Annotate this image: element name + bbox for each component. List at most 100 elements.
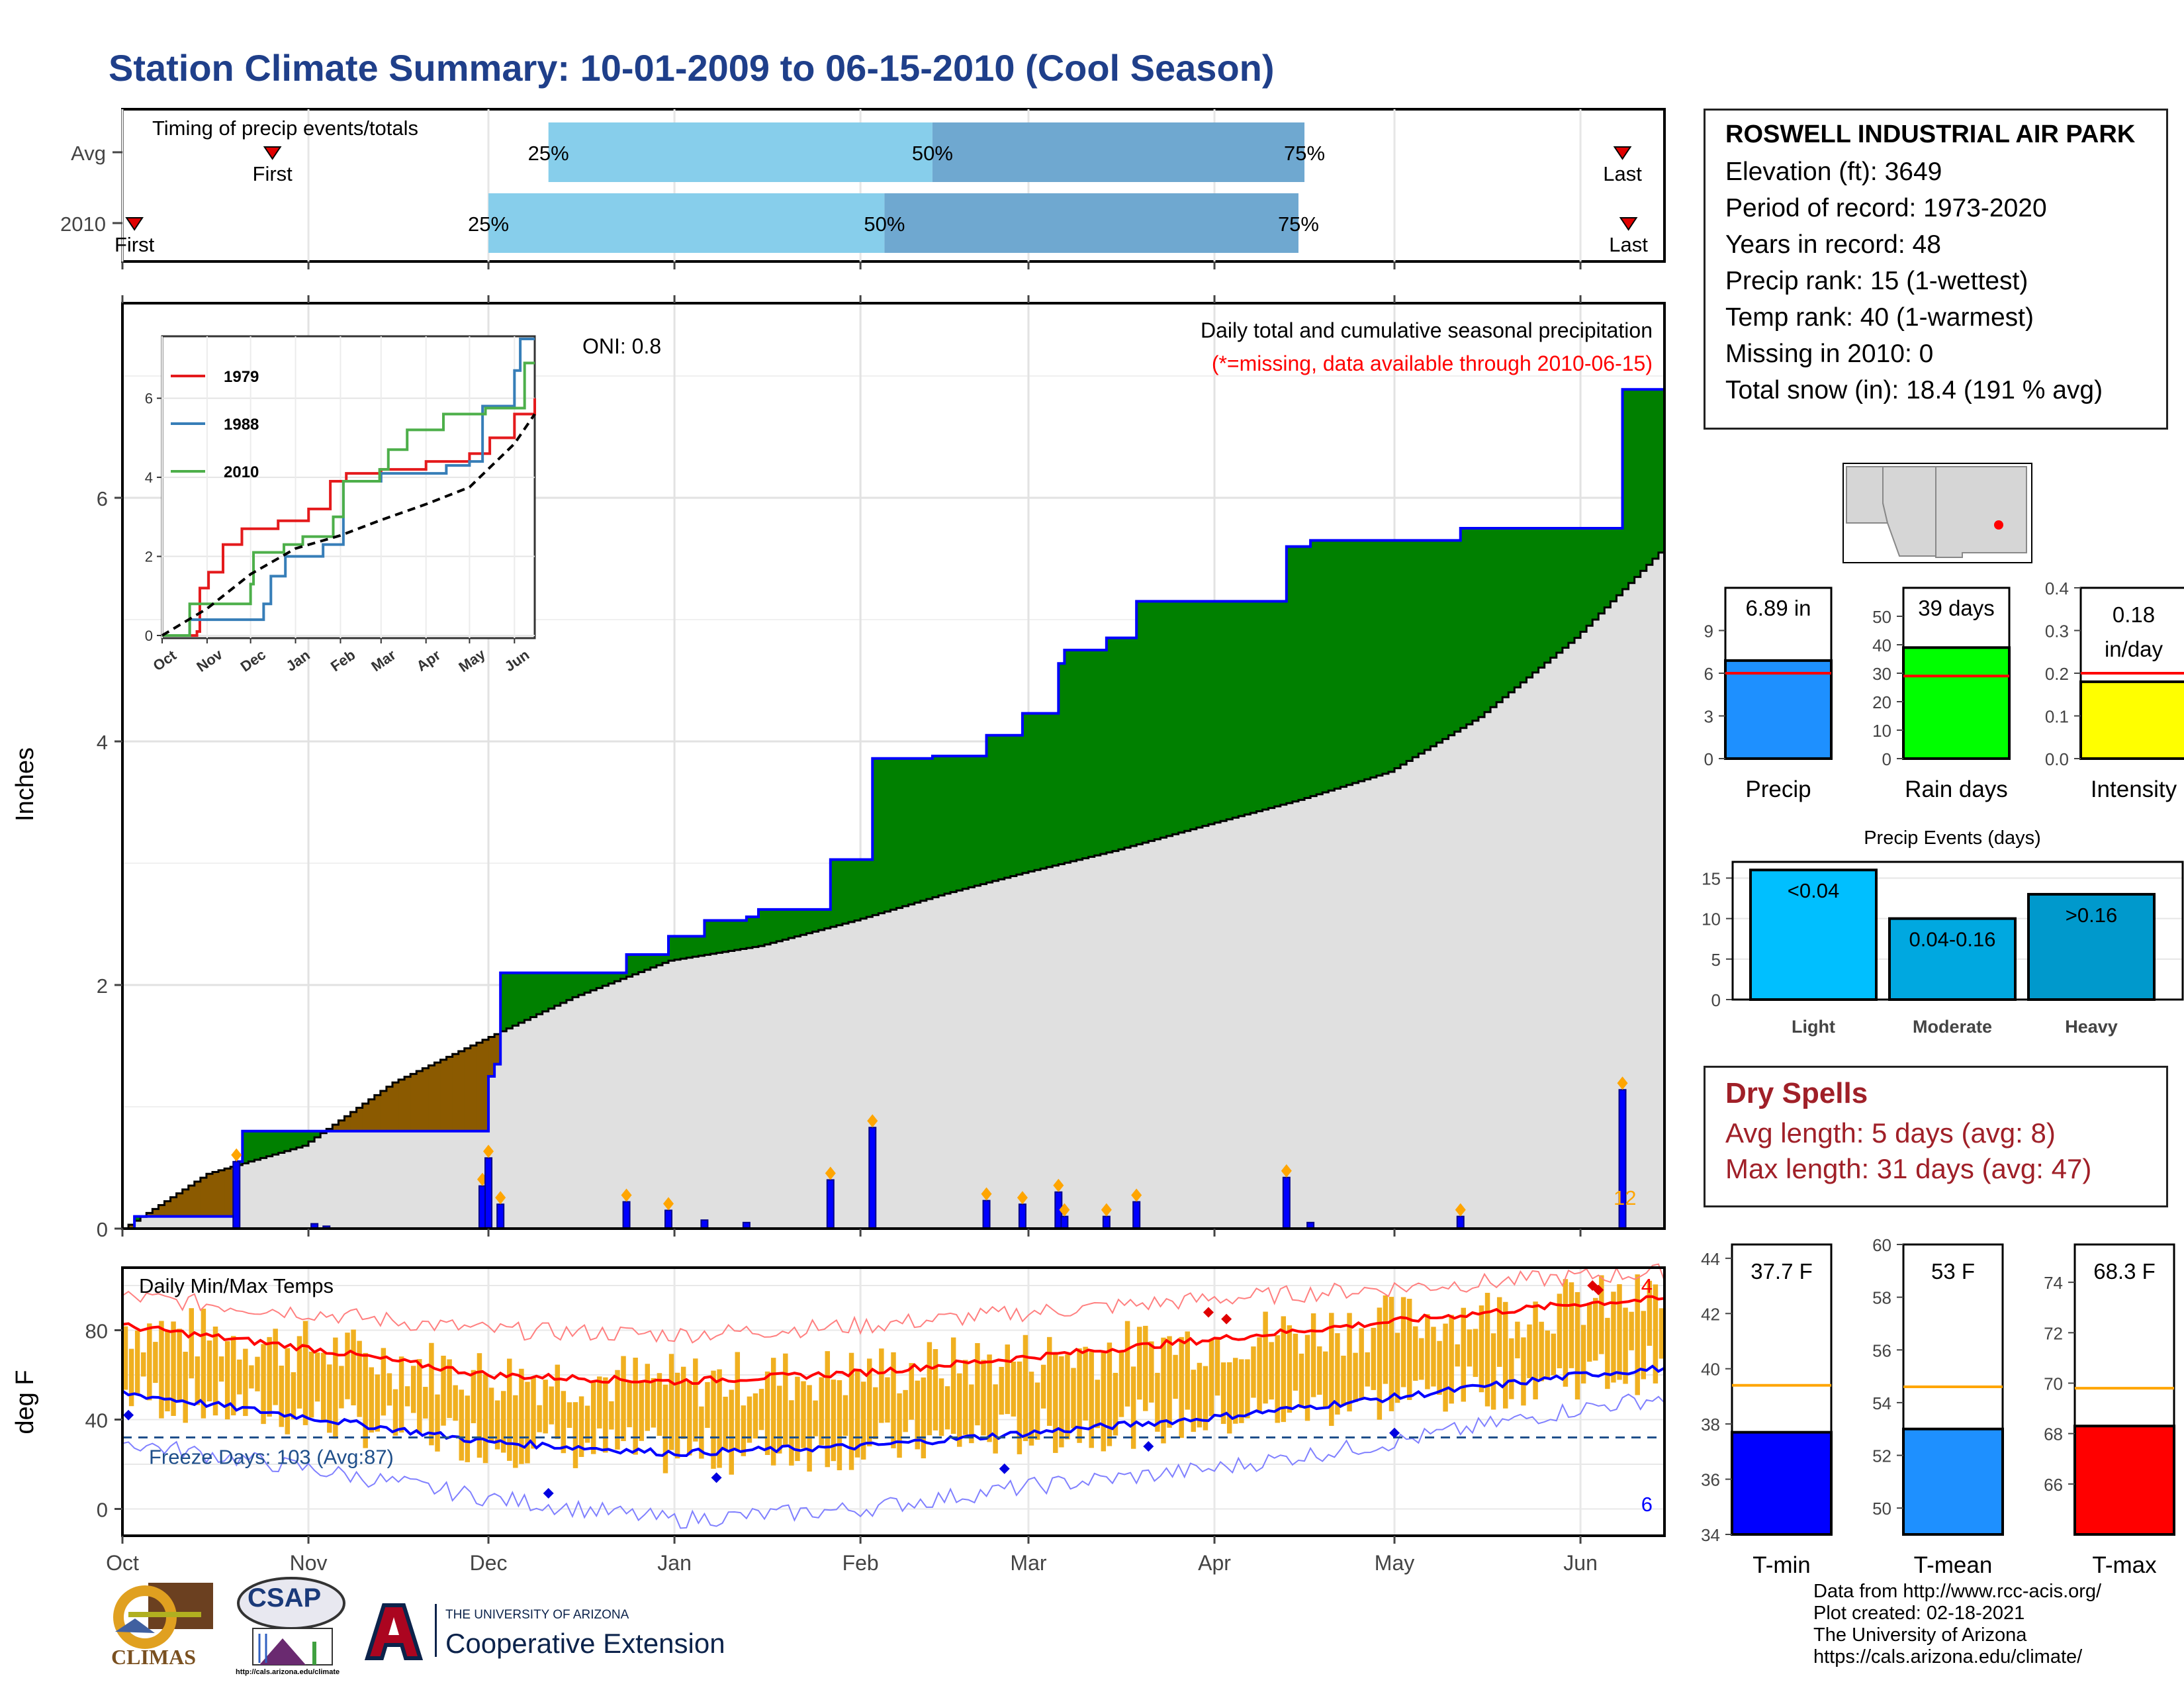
daily-temp-bar <box>381 1348 387 1416</box>
record-low-marker <box>999 1463 1010 1474</box>
climas-logo-icon <box>113 1583 213 1649</box>
surplus-area <box>260 1131 267 1158</box>
daily-temp-bar <box>1124 1321 1130 1407</box>
events-bar-label: 0.04-0.16 <box>1909 928 1996 951</box>
daily-precip-marker <box>1101 1203 1112 1217</box>
deficit-area <box>446 1056 453 1131</box>
daily-temp-bar <box>950 1337 956 1434</box>
daily-temp-bar <box>1089 1352 1094 1448</box>
daily-temp-bar <box>1353 1352 1358 1403</box>
surplus-area <box>290 1131 297 1150</box>
surplus-area <box>668 936 675 961</box>
deficit-area <box>392 1082 399 1131</box>
inset-ytick-label: 4 <box>145 469 153 486</box>
surplus-area <box>950 756 957 892</box>
surplus-area <box>782 909 789 940</box>
daily-precip-bar <box>1060 1215 1069 1229</box>
daily-precip-bar <box>826 1179 835 1230</box>
deficit-area <box>482 1039 489 1131</box>
daily-temp-bar <box>1059 1356 1064 1448</box>
timing-pct-label: 50% <box>912 142 953 165</box>
daily-temp-bar <box>789 1400 794 1466</box>
daily-temp-bar <box>860 1382 866 1460</box>
daily-temp-bar <box>333 1337 338 1439</box>
daily-temp-bar <box>633 1357 638 1455</box>
daily-temp-bar <box>1118 1352 1124 1417</box>
daily-temp-bar <box>1449 1315 1454 1404</box>
daily-temp-bar <box>584 1405 590 1443</box>
daily-temp-bar <box>435 1394 440 1452</box>
climas-logo: CLIMAS <box>109 1579 217 1678</box>
daily-temp-bar <box>1599 1275 1604 1354</box>
daily-temp-bar <box>747 1396 752 1443</box>
mini-ytick-label: 36 <box>1701 1470 1720 1490</box>
surplus-area <box>1646 389 1653 565</box>
daily-temp-bar <box>837 1380 842 1471</box>
station-location-dot <box>1994 520 2003 530</box>
daily-temp-bar <box>1425 1314 1430 1389</box>
daily-temp-bar <box>981 1360 986 1436</box>
mini-ytick-label: 72 <box>2044 1323 2063 1343</box>
mini-ytick-label: 40 <box>1701 1360 1720 1380</box>
surplus-area <box>926 758 933 900</box>
deficit-area <box>416 1071 423 1131</box>
mini-chart-bar <box>1724 659 1833 760</box>
daily-temp-bar <box>705 1382 710 1429</box>
surplus-area <box>296 1131 303 1148</box>
surplus-area <box>740 920 747 949</box>
deficit-area <box>224 1168 231 1217</box>
surplus-area <box>506 972 513 1029</box>
daily-temp-bar <box>1245 1359 1250 1419</box>
average-cumulative-area <box>122 546 1664 1229</box>
mini-xlabel: T-min <box>1752 1552 1811 1578</box>
daily-temp-bar <box>1233 1358 1238 1424</box>
daily-temp-bar <box>1377 1307 1383 1420</box>
surplus-area <box>1094 650 1101 856</box>
surplus-area <box>980 756 987 884</box>
surplus-area <box>650 955 657 968</box>
daily-temp-bar <box>1406 1299 1412 1400</box>
mini-xlabel: Precip <box>1745 776 1811 802</box>
daily-temp-bar <box>819 1377 824 1446</box>
surplus-area <box>1562 528 1569 648</box>
daily-temp-bar <box>1053 1352 1058 1453</box>
deficit-area <box>194 1182 201 1217</box>
surplus-area <box>1574 528 1581 638</box>
daily-precip-bar <box>1282 1176 1291 1229</box>
surplus-area <box>1382 540 1389 774</box>
surplus-area <box>998 735 1005 880</box>
surplus-area <box>1616 528 1623 596</box>
surplus-area <box>848 859 855 922</box>
daily-temp-bar <box>513 1395 518 1468</box>
daily-temp-bar <box>1226 1362 1232 1434</box>
daily-temp-bar <box>147 1323 152 1401</box>
surplus-area <box>1508 528 1515 692</box>
daily-temp-bar <box>447 1359 452 1419</box>
surplus-area <box>1442 540 1449 739</box>
daily-temp-bar <box>680 1366 686 1439</box>
daily-temp-bar <box>1130 1366 1136 1449</box>
surplus-area <box>584 972 591 993</box>
surplus-area <box>764 909 771 945</box>
surplus-area <box>1274 601 1281 807</box>
daily-temp-bar <box>693 1358 698 1442</box>
mini-ytick-label: 40 <box>1872 635 1891 655</box>
deficit-area <box>200 1178 207 1217</box>
surplus-area <box>1460 528 1467 728</box>
events-bar <box>1888 917 2017 1002</box>
daily-temp-bar <box>842 1395 848 1436</box>
precip-ytick-label: 4 <box>97 731 108 754</box>
location-map <box>1843 463 2032 563</box>
surplus-area <box>1238 601 1245 816</box>
daily-temp-bar <box>561 1391 567 1454</box>
deficit-area <box>386 1086 393 1131</box>
daily-temp-bar <box>1563 1279 1569 1387</box>
events-category-label: Heavy <box>2065 1017 2118 1037</box>
timing-bar-50-75 <box>932 122 1305 182</box>
daily-temp-bar <box>189 1308 194 1379</box>
temps-xtick-label: May <box>1375 1551 1414 1575</box>
surplus-area <box>728 920 735 951</box>
surplus-area <box>1640 389 1647 571</box>
daily-temp-bar <box>230 1336 236 1416</box>
daily-temp-bar <box>1203 1366 1208 1430</box>
